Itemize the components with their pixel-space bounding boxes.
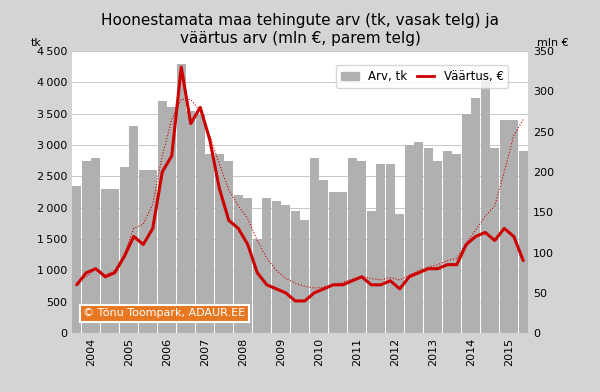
- Bar: [244, 198, 252, 333]
- Bar: [224, 161, 233, 333]
- Bar: [148, 170, 157, 333]
- Text: mln €: mln €: [538, 38, 569, 48]
- Bar: [310, 158, 319, 333]
- Bar: [367, 211, 376, 333]
- Bar: [519, 151, 527, 333]
- Text: tk: tk: [31, 38, 42, 48]
- Bar: [130, 126, 138, 333]
- Bar: [415, 142, 423, 333]
- Bar: [500, 120, 509, 333]
- Bar: [110, 189, 119, 333]
- Bar: [405, 145, 413, 333]
- Bar: [281, 205, 290, 333]
- Bar: [452, 154, 461, 333]
- Title: Hoonestamata maa tehingute arv (tk, vasak telg) ja
väärtus arv (mln €, parem tel: Hoonestamata maa tehingute arv (tk, vasa…: [101, 13, 499, 45]
- Bar: [205, 154, 214, 333]
- Bar: [348, 158, 356, 333]
- Bar: [433, 161, 442, 333]
- Bar: [215, 154, 224, 333]
- Bar: [187, 111, 195, 333]
- Bar: [319, 180, 328, 333]
- Bar: [253, 239, 262, 333]
- Legend: Arv, tk, Väärtus, €: Arv, tk, Väärtus, €: [336, 65, 508, 88]
- Bar: [167, 107, 176, 333]
- Bar: [376, 164, 385, 333]
- Bar: [139, 170, 148, 333]
- Bar: [481, 73, 490, 333]
- Bar: [234, 195, 242, 333]
- Bar: [91, 158, 100, 333]
- Bar: [443, 151, 452, 333]
- Bar: [291, 211, 299, 333]
- Bar: [472, 98, 480, 333]
- Bar: [101, 189, 110, 333]
- Bar: [301, 220, 309, 333]
- Bar: [490, 148, 499, 333]
- Bar: [462, 114, 470, 333]
- Bar: [338, 192, 347, 333]
- Bar: [262, 198, 271, 333]
- Bar: [509, 120, 518, 333]
- Bar: [386, 164, 395, 333]
- Bar: [395, 214, 404, 333]
- Bar: [82, 161, 91, 333]
- Text: © Tõnu Toompark, ADAUR.EE: © Tõnu Toompark, ADAUR.EE: [83, 308, 245, 318]
- Bar: [120, 167, 128, 333]
- Bar: [158, 101, 167, 333]
- Bar: [329, 192, 338, 333]
- Bar: [424, 148, 433, 333]
- Bar: [73, 186, 81, 333]
- Bar: [177, 64, 185, 333]
- Bar: [358, 161, 366, 333]
- Bar: [196, 114, 205, 333]
- Bar: [272, 201, 281, 333]
